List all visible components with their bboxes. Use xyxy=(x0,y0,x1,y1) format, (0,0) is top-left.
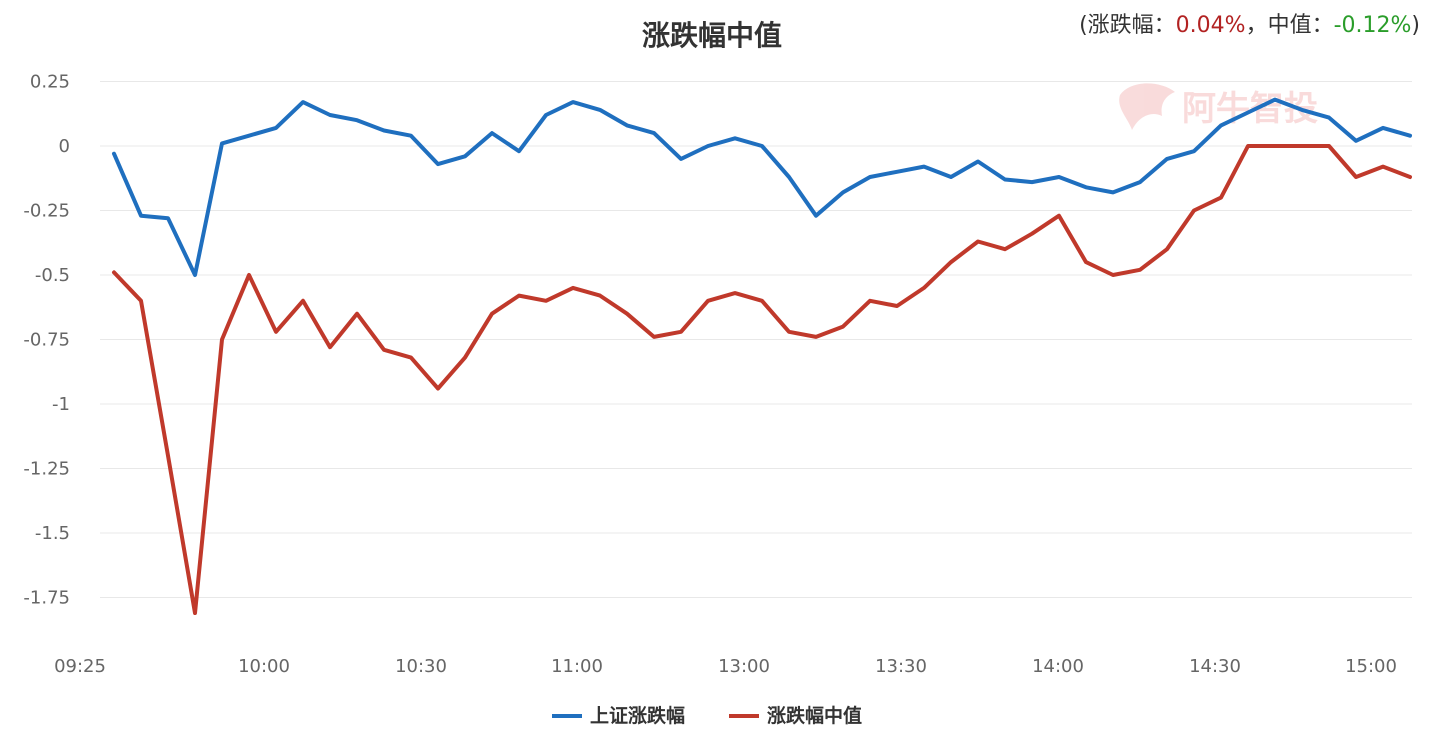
summary-value-median: -0.12% xyxy=(1334,13,1412,38)
x-tick-label: 14:00 xyxy=(1032,656,1084,677)
plot-area xyxy=(112,97,1412,615)
legend-label-series1: 上证涨跌幅 xyxy=(590,704,685,727)
x-tick-label: 15:00 xyxy=(1345,656,1397,677)
summary-close: ) xyxy=(1411,13,1420,38)
summary-label-median: ，中值： xyxy=(1246,13,1334,38)
grid xyxy=(100,81,1412,598)
y-tick-label: -1.75 xyxy=(23,588,70,609)
watermark-logo-icon xyxy=(1119,83,1175,130)
x-tick-label: 10:00 xyxy=(238,656,290,677)
series-line-1 xyxy=(112,97,1412,277)
series-line-2 xyxy=(112,144,1412,615)
legend-item-series1[interactable]: 上证涨跌幅 xyxy=(552,704,685,727)
x-axis: 09:25 10:00 10:30 11:00 13:00 13:30 14:00 14:30… xyxy=(54,656,1397,677)
y-tick-label: -1.25 xyxy=(23,459,70,480)
x-tick-label: 10:30 xyxy=(395,656,447,677)
x-tick-label: 13:00 xyxy=(718,656,770,677)
chart-title: 涨跌幅中值 xyxy=(642,19,782,52)
y-tick-label: -0.75 xyxy=(23,330,70,351)
x-tick-label: 13:30 xyxy=(875,656,927,677)
y-axis: 0.25 0 -0.25 -0.5 -0.75 -1 -1.25 -1.5 -1.75 xyxy=(23,72,70,609)
legend-item-series2[interactable]: 涨跌幅中值 xyxy=(729,704,862,727)
x-tick-label: 09:25 xyxy=(54,656,106,677)
y-tick-label: -0.5 xyxy=(35,265,70,286)
y-tick-label: 0 xyxy=(59,136,70,157)
summary-label-change: 涨跌幅： xyxy=(1088,13,1176,38)
y-tick-label: -1 xyxy=(52,394,70,415)
y-tick-label: -0.25 xyxy=(23,201,70,222)
summary-open: ( xyxy=(1079,13,1088,38)
x-tick-label: 14:30 xyxy=(1189,656,1241,677)
legend[interactable]: 上证涨跌幅 涨跌幅中值 xyxy=(552,704,862,727)
y-tick-label: 0.25 xyxy=(30,72,70,93)
y-tick-label: -1.5 xyxy=(35,523,70,544)
legend-label-series2: 涨跌幅中值 xyxy=(767,704,862,727)
summary-value-change: 0.04% xyxy=(1176,13,1246,38)
summary-text: (涨跌幅：0.04%，中值：-0.12%) xyxy=(1079,13,1420,38)
x-tick-label: 11:00 xyxy=(551,656,603,677)
